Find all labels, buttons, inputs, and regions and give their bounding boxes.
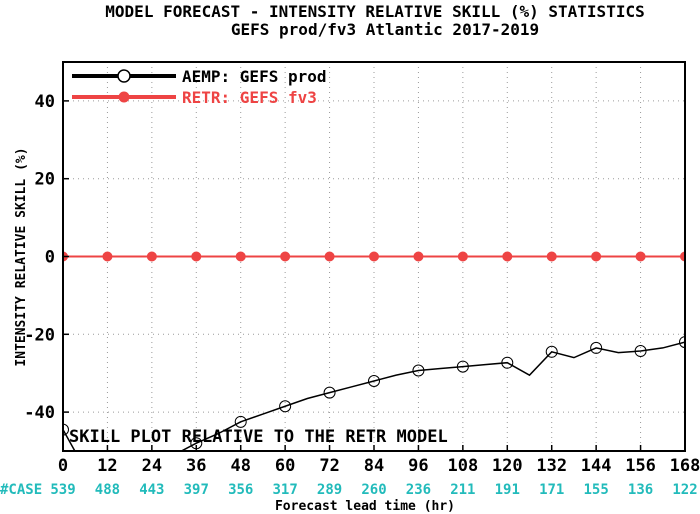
y-tick-label: 40 bbox=[35, 92, 55, 112]
legend-marker-aemp bbox=[117, 69, 131, 83]
point-retr bbox=[413, 251, 424, 262]
point-retr bbox=[235, 251, 246, 262]
series-layer bbox=[63, 251, 685, 451]
legend-label-retr: RETR: GEFS fv3 bbox=[182, 88, 317, 107]
case-count: 317 bbox=[272, 482, 297, 498]
y-tick-label: -20 bbox=[24, 325, 55, 345]
case-count: 539 bbox=[50, 482, 75, 498]
case-count-row: 539 488 443 397 356 317 289 260 236 211 191 171 155 1… bbox=[50, 482, 697, 498]
x-tick-label: 60 bbox=[275, 456, 295, 476]
point-aemp bbox=[501, 356, 514, 369]
point-retr bbox=[369, 251, 379, 262]
point-aemp bbox=[63, 423, 69, 436]
legend: AEMP: GEFS prod RETR: GEFS fv3 bbox=[72, 67, 327, 107]
point-retr bbox=[502, 251, 513, 262]
case-count-label: #CASE bbox=[0, 482, 42, 498]
case-count: 236 bbox=[406, 482, 431, 498]
case-count: 397 bbox=[184, 482, 209, 498]
case-count: 171 bbox=[539, 482, 564, 498]
point-retr bbox=[280, 251, 291, 262]
x-axis-label: Forecast lead time (hr) bbox=[275, 499, 455, 514]
x-tick-label: 144 bbox=[581, 456, 612, 476]
point-aemp bbox=[323, 386, 336, 399]
point-aemp bbox=[456, 360, 469, 373]
y-tick-label: 0 bbox=[45, 248, 55, 268]
point-aemp bbox=[679, 336, 685, 349]
x-tick-label: 72 bbox=[319, 456, 339, 476]
case-count: 289 bbox=[317, 482, 342, 498]
y-axis-label: INTENSITY RELATIVE SKILL (%) bbox=[14, 147, 29, 366]
x-tick-label: 168 bbox=[670, 456, 700, 476]
x-tick-label: 24 bbox=[142, 456, 162, 476]
point-retr bbox=[191, 251, 202, 262]
point-retr bbox=[546, 251, 557, 262]
x-tick-label: 48 bbox=[230, 456, 250, 476]
x-tick-label: 120 bbox=[492, 456, 523, 476]
case-count: 155 bbox=[583, 482, 608, 498]
y-tick-label: -40 bbox=[24, 403, 55, 423]
y-tick-label: 20 bbox=[35, 170, 55, 190]
case-count: 136 bbox=[628, 482, 653, 498]
point-aemp bbox=[234, 415, 247, 428]
case-count: 211 bbox=[450, 482, 475, 498]
case-count: 122 bbox=[672, 482, 697, 498]
legend-label-aemp: AEMP: GEFS prod bbox=[182, 67, 327, 86]
series-line-aemp bbox=[63, 341, 685, 451]
x-tick-label: 108 bbox=[447, 456, 478, 476]
tick-layer: 0 12 24 36 48 60 72 84 96 108 120 132 144 156 168 -40 -2… bbox=[24, 92, 700, 476]
x-tick-label: 12 bbox=[97, 456, 117, 476]
point-aemp bbox=[545, 345, 558, 358]
annotation-text: SKILL PLOT RELATIVE TO THE RETR MODEL bbox=[69, 427, 448, 447]
x-tick-label: 156 bbox=[625, 456, 656, 476]
case-count: 443 bbox=[139, 482, 164, 498]
point-retr bbox=[457, 251, 468, 262]
point-retr bbox=[680, 251, 685, 262]
x-tick-label: 132 bbox=[536, 456, 567, 476]
x-tick-label: 36 bbox=[186, 456, 206, 476]
legend-marker-retr bbox=[118, 91, 130, 103]
x-tick-label: 0 bbox=[58, 456, 68, 476]
x-tick-label: 84 bbox=[364, 456, 384, 476]
chart-title: MODEL FORECAST - INTENSITY RELATIVE SKIL… bbox=[105, 2, 644, 21]
point-aemp bbox=[279, 400, 292, 413]
point-retr bbox=[324, 251, 335, 262]
x-tick-label: 96 bbox=[408, 456, 428, 476]
point-retr bbox=[635, 251, 646, 262]
case-count: 488 bbox=[95, 482, 120, 498]
case-count: 356 bbox=[228, 482, 253, 498]
point-aemp bbox=[634, 345, 647, 358]
case-count: 191 bbox=[495, 482, 520, 498]
point-aemp bbox=[412, 364, 425, 377]
point-aemp bbox=[368, 374, 380, 387]
case-count: 260 bbox=[361, 482, 386, 498]
point-aemp bbox=[590, 341, 603, 354]
chart-subtitle: GEFS prod/fv3 Atlantic 2017-2019 bbox=[231, 20, 539, 39]
point-retr bbox=[146, 251, 157, 262]
point-retr bbox=[102, 251, 113, 262]
point-retr bbox=[591, 251, 602, 262]
